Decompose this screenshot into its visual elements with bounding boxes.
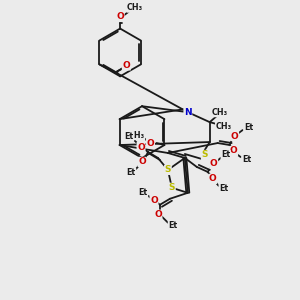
Text: S: S (202, 151, 208, 160)
Text: S: S (165, 165, 171, 174)
Text: Et: Et (219, 184, 228, 193)
Text: Et: Et (244, 123, 253, 132)
Text: Et: Et (124, 132, 134, 141)
Text: O: O (230, 146, 238, 155)
Text: O: O (209, 174, 217, 183)
Text: O: O (137, 142, 145, 152)
Text: Et: Et (127, 168, 136, 177)
Text: CH₃: CH₃ (216, 122, 232, 130)
Text: Et: Et (242, 155, 251, 164)
Text: CH₃: CH₃ (212, 108, 228, 117)
Text: O: O (231, 132, 239, 141)
Text: N: N (184, 108, 192, 117)
Text: O: O (116, 12, 124, 21)
Text: O: O (122, 61, 130, 70)
Text: O: O (138, 158, 146, 166)
Text: Et: Et (139, 188, 148, 197)
Text: CH₃: CH₃ (127, 3, 143, 12)
Text: Et: Et (221, 151, 230, 160)
Text: CH₃: CH₃ (128, 130, 145, 140)
Text: O: O (154, 210, 162, 219)
Text: O: O (150, 196, 158, 205)
Text: O: O (210, 159, 218, 168)
Text: Et: Et (168, 221, 178, 230)
Text: S: S (169, 183, 175, 192)
Text: O: O (147, 139, 154, 148)
